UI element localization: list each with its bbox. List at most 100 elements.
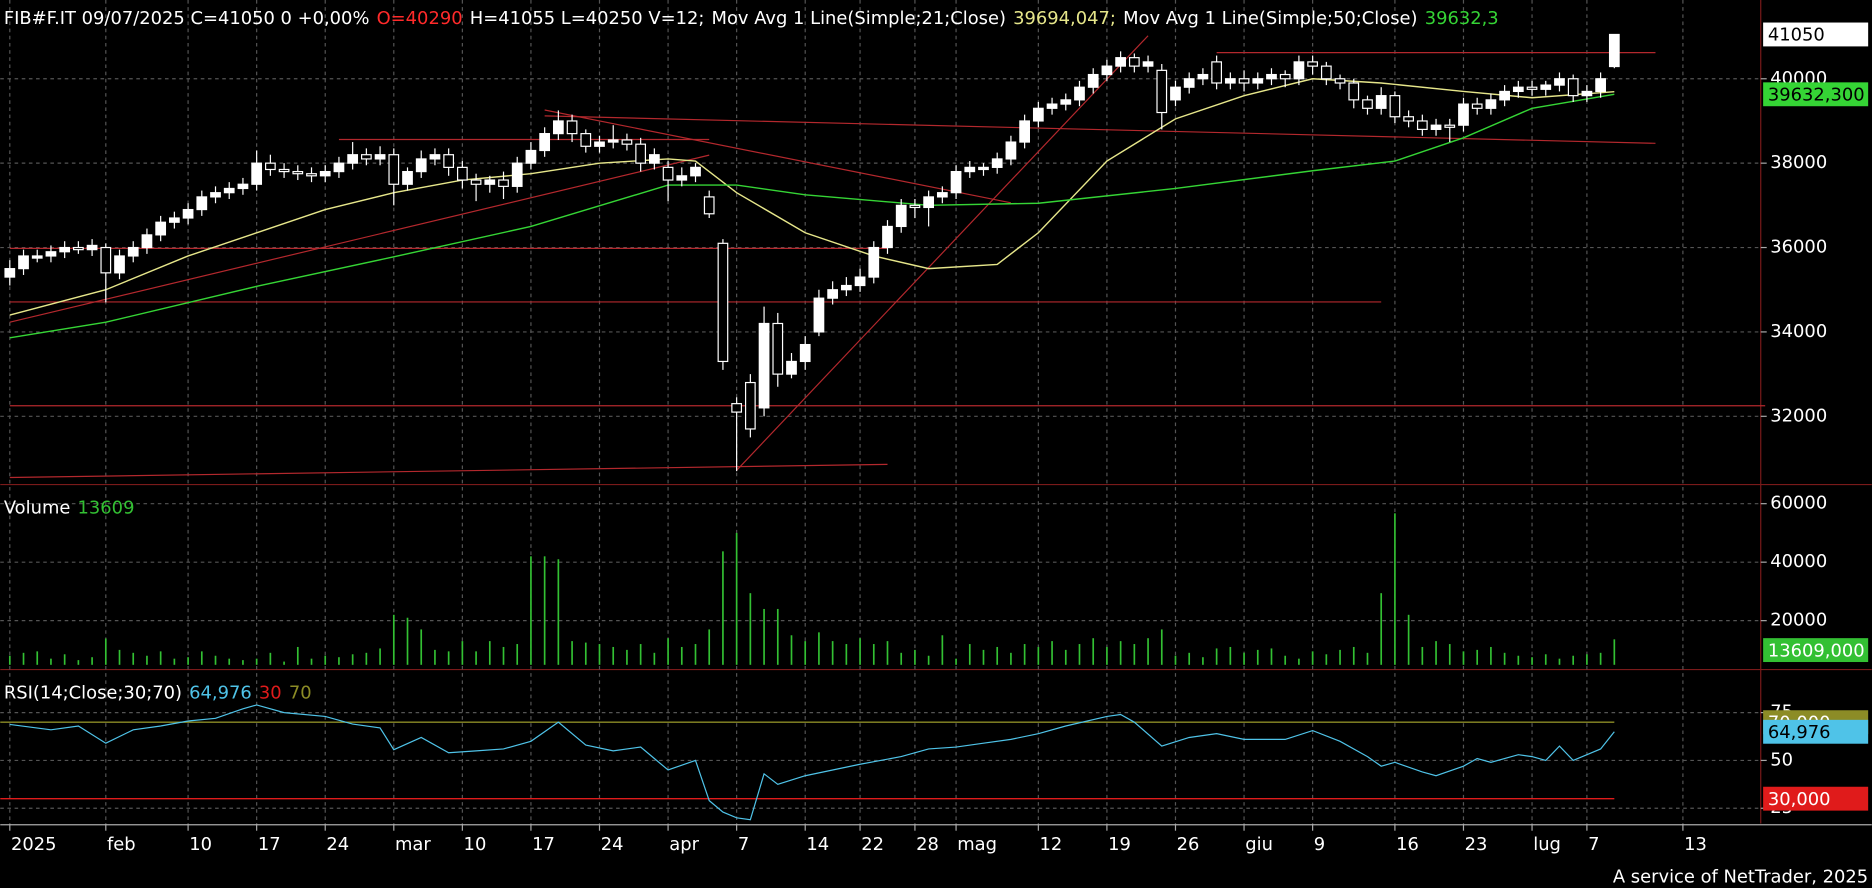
y-tick-label: 40000 bbox=[1770, 551, 1827, 572]
candle-body bbox=[319, 170, 331, 177]
candle-body bbox=[539, 133, 551, 152]
volume-bar bbox=[406, 617, 409, 665]
volume-bar bbox=[1133, 644, 1136, 665]
header-part: O=40290 bbox=[377, 8, 463, 29]
x-tick-label: 10 bbox=[464, 834, 487, 855]
candle-body bbox=[594, 141, 605, 147]
x-tick-label: 7 bbox=[1588, 834, 1599, 855]
volume-bar bbox=[1106, 646, 1108, 665]
rsi-last-box-bg bbox=[1763, 719, 1869, 744]
candle-body bbox=[1074, 86, 1085, 101]
volume-bar bbox=[584, 642, 587, 665]
candle-body bbox=[868, 246, 880, 278]
volume-bar bbox=[1229, 646, 1232, 665]
volume-bar bbox=[1064, 649, 1067, 665]
volume-bar bbox=[63, 654, 66, 665]
y-tick-label: 60000 bbox=[1770, 493, 1827, 514]
volume-bar bbox=[461, 641, 464, 665]
candle-body bbox=[1252, 78, 1264, 84]
volume-bar bbox=[50, 658, 52, 665]
trendline bbox=[736, 35, 1149, 471]
x-tick-label: 12 bbox=[1040, 834, 1063, 855]
volume-bar bbox=[1544, 654, 1547, 665]
candle-body bbox=[895, 204, 907, 228]
volume-bar bbox=[694, 644, 697, 665]
x-tick-label: 13 bbox=[1684, 834, 1707, 855]
candle-body bbox=[333, 162, 345, 173]
x-tick-label: 24 bbox=[326, 834, 349, 855]
ma-last-box-bg bbox=[1763, 82, 1869, 107]
volume-bar bbox=[214, 655, 217, 665]
volume-bar bbox=[173, 658, 176, 665]
candle-body bbox=[552, 120, 564, 135]
candle-body bbox=[840, 284, 852, 291]
volume-bar bbox=[502, 646, 505, 665]
volume-bar bbox=[776, 608, 779, 665]
candle-body bbox=[1389, 95, 1401, 118]
candle-body bbox=[923, 196, 935, 209]
volume-bar bbox=[1407, 614, 1410, 665]
volume-bar bbox=[1270, 648, 1273, 665]
volume-bar bbox=[296, 646, 299, 665]
x-tick-label: feb bbox=[107, 834, 136, 855]
volume-bar bbox=[8, 655, 11, 665]
candle-body bbox=[114, 255, 125, 274]
header-part: 30 bbox=[259, 682, 282, 703]
candle-body bbox=[1416, 120, 1428, 130]
volume-bar bbox=[1613, 639, 1616, 665]
candle-body bbox=[31, 255, 43, 259]
volume-bar bbox=[1517, 655, 1520, 665]
volume-bar bbox=[1023, 644, 1026, 665]
x-tick-label: lug bbox=[1533, 834, 1561, 855]
volume-bar bbox=[626, 649, 628, 665]
candle-body bbox=[402, 170, 413, 185]
candle-body bbox=[86, 244, 98, 251]
volume-bar bbox=[1586, 654, 1588, 665]
volume-bar bbox=[1380, 593, 1383, 665]
volume-bar bbox=[187, 657, 189, 665]
volume-bar bbox=[1037, 646, 1040, 665]
candle-body bbox=[1005, 141, 1017, 160]
volume-bar bbox=[338, 657, 340, 665]
panel-header: RSI(14;Close;30;70) 64,976 30 70 bbox=[4, 682, 312, 703]
volume-bar bbox=[735, 532, 738, 665]
trendline bbox=[9, 463, 888, 479]
candle-body bbox=[1115, 57, 1127, 67]
volume-bar bbox=[804, 641, 807, 665]
candle-body bbox=[1046, 103, 1058, 109]
candle-body bbox=[59, 246, 71, 253]
candle-body bbox=[1485, 99, 1497, 109]
candle-body bbox=[1362, 99, 1373, 109]
candle-body bbox=[278, 168, 290, 173]
volume-bar bbox=[1339, 649, 1341, 665]
candle-body bbox=[484, 179, 496, 185]
volume-bar bbox=[242, 660, 244, 665]
candle-body bbox=[1471, 103, 1483, 109]
header-part: Volume bbox=[4, 497, 71, 518]
volume-bar bbox=[1010, 652, 1012, 665]
volume-bar bbox=[1462, 651, 1465, 665]
candle-body bbox=[882, 225, 893, 249]
candle-body bbox=[964, 166, 976, 173]
candle-body bbox=[4, 268, 16, 278]
volume-bar bbox=[1435, 641, 1437, 665]
candle-body bbox=[1101, 65, 1113, 76]
volume-bar bbox=[1394, 513, 1396, 665]
y-tick-label: 32000 bbox=[1770, 405, 1827, 426]
volume-bar bbox=[1243, 652, 1245, 665]
volume-bar bbox=[22, 652, 25, 665]
y-tick-label: 36000 bbox=[1770, 237, 1827, 258]
candle-body bbox=[635, 143, 647, 164]
candle-body bbox=[443, 154, 455, 168]
x-tick-label: 2025 bbox=[11, 834, 57, 855]
volume-bar bbox=[516, 644, 519, 665]
volume-bar bbox=[200, 651, 203, 665]
candle-body bbox=[374, 154, 386, 160]
candle-body bbox=[100, 246, 112, 274]
x-tick-label: giu bbox=[1245, 834, 1273, 855]
volume-bar bbox=[1202, 657, 1204, 665]
volume-bar bbox=[159, 651, 162, 665]
candle-body bbox=[676, 175, 688, 181]
volume-bar bbox=[900, 652, 903, 665]
